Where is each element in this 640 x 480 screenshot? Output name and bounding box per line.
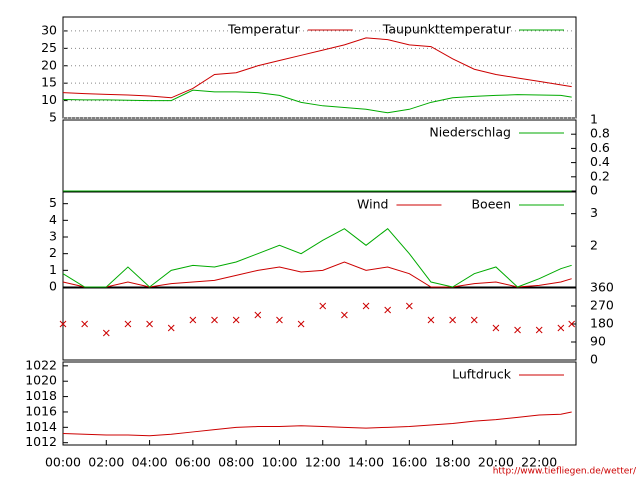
x-tick-label: 18:00 [435,455,471,470]
x-tick-label: 10:00 [261,455,297,470]
y-tick-label: 0 [590,183,598,198]
scatter-point [557,324,565,332]
y-tick-label: 90 [590,334,606,349]
y-tick-label: 25 [41,40,57,55]
x-tick-label: 06:00 [175,455,211,470]
y2-tick-label: 2 [590,238,598,253]
scatter-point [427,316,435,324]
legend-label: Wind [357,197,388,212]
y-tick-label: 1 [49,262,57,277]
scatter-point [470,316,478,324]
scatter-point [384,306,392,314]
y-tick-label: 5 [49,195,57,210]
scatter-point [167,324,175,332]
scatter-point [362,302,370,310]
scatter-point [211,316,218,324]
series-line [62,37,572,99]
y-tick-label: 180 [590,316,614,331]
y-tick-label: 0.6 [590,140,610,155]
x-tick-label: 20:00 [478,455,514,470]
scatter-point [124,320,132,328]
y-tick-label: 1014 [25,419,57,434]
y-tick-label: 1016 [25,403,57,418]
x-tick-label: 22:00 [521,455,557,470]
panel-frame [62,191,577,288]
series-line [62,411,572,437]
scatter-point [492,324,500,332]
y2-tick-label: 3 [590,205,598,220]
x-tick-label: 14:00 [348,455,384,470]
scatter-point [276,316,283,324]
y-tick-label: 4 [49,212,57,227]
y-tick-label: 360 [590,280,614,295]
series-line [62,227,572,288]
legend-label: Temperatur [227,22,301,37]
x-tick-label: 04:00 [132,455,168,470]
scatter-point [341,311,348,319]
scatter-point [449,316,456,324]
scatter-point [102,329,110,337]
y-tick-label: 3 [49,229,57,244]
scatter-point [189,316,197,324]
y-tick-label: 0.2 [590,168,610,183]
y-tick-label: 1 [590,112,598,127]
series-line [62,89,572,114]
y-tick-label: 30 [41,22,57,37]
y-tick-label: 1018 [25,388,57,403]
scatter-point [535,326,543,334]
legend-label: Niederschlag [429,125,511,140]
y-tick-label: 270 [590,298,614,313]
footer: http://www.tiefliegen.de/wetter/ [493,467,637,477]
scatter-point [146,320,153,328]
scatter-point [319,302,327,310]
panel-frame [62,361,577,446]
scatter-point [254,311,262,319]
scatter-point [81,320,88,328]
x-tick-label: 02:00 [88,455,124,470]
x-tick-label: 00:00 [45,455,81,470]
scatter-point [232,316,240,324]
x-tick-label: 08:00 [218,455,254,470]
x-tick-label: 16:00 [391,455,427,470]
scatter-point [514,326,521,334]
legend-label: Luftdruck [452,367,512,382]
y-tick-label: 0.4 [590,154,610,169]
x-tick-label: 12:00 [305,455,341,470]
y-tick-label: 15 [41,75,57,90]
y-tick-label: 1022 [25,357,57,372]
legend-label: Taupunkttemperatur [382,22,512,37]
y-tick-label: 0 [49,279,57,294]
y-tick-label: 1012 [25,434,57,449]
scatter-point [297,320,305,328]
y-tick-label: 0.8 [590,126,610,141]
y-tick-label: 20 [41,57,57,72]
scatter-point [568,320,576,328]
scatter-point [405,302,413,310]
y-tick-label: 2 [49,245,57,260]
legend-label: Boeen [471,197,511,212]
y-tick-label: 10 [41,92,57,107]
scatter-point [59,320,67,328]
y-tick-label: 5 [49,110,57,125]
y-tick-label: 1020 [25,373,57,388]
y-tick-label: 0 [590,352,598,367]
